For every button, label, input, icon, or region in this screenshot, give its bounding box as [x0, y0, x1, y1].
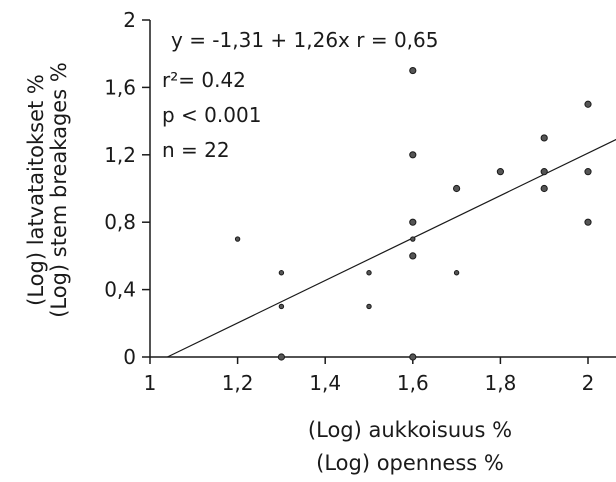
data-point	[409, 252, 417, 260]
data-point	[453, 270, 460, 276]
data-point	[540, 184, 548, 193]
data-point	[366, 303, 372, 310]
axes	[149, 20, 616, 358]
annotation-equation: y = -1,31 + 1,26x r = 0,65	[171, 28, 438, 52]
x-axis-title-line-1: (Log) aukkoisuus %	[308, 418, 512, 442]
data-point	[409, 353, 417, 361]
data-point	[278, 303, 285, 310]
data-point	[540, 134, 548, 142]
y-axis-title-line-1: (Log) latvataitokset %	[24, 74, 48, 306]
data-point	[453, 184, 461, 193]
data-point	[540, 168, 548, 176]
data-point	[584, 168, 592, 176]
y-tick-label: 0,4	[104, 278, 136, 302]
data-point	[410, 236, 416, 242]
y-tick-label: 2	[123, 8, 136, 32]
x-tick-label: 1,4	[309, 371, 341, 395]
y-tick-label: 0,8	[104, 210, 136, 234]
y-axis-title-line-2: (Log) stem breakages %	[47, 62, 71, 318]
x-tick-label: 1,8	[484, 371, 516, 395]
annotation-n: n = 22	[162, 138, 230, 162]
regression-line	[167, 138, 616, 358]
data-point	[496, 168, 504, 176]
x-tick-label: 1,2	[222, 371, 254, 395]
y-tick-label: 1,6	[104, 75, 136, 99]
data-point	[409, 151, 417, 159]
x-tick-label: 1	[144, 371, 157, 395]
data-point	[278, 270, 285, 276]
axis-ticks: 0 0,4 0,8 1,2 1,6 2 1 1,2 1,4 1,6 1,8 2	[104, 8, 594, 395]
x-axis-title-line-2: (Log) openness %	[316, 451, 504, 475]
y-tick-label: 1,2	[104, 143, 136, 167]
data-point	[584, 100, 592, 108]
annotation-r-squared: r²= 0.42	[162, 68, 246, 92]
data-point	[277, 353, 285, 361]
data-point	[366, 270, 372, 276]
data-point	[234, 236, 241, 242]
data-point	[584, 218, 592, 226]
annotation-p-value: p < 0.001	[162, 103, 261, 127]
data-point	[409, 66, 417, 75]
data-point	[409, 218, 417, 226]
x-axis-title: (Log) aukkoisuus % (Log) openness %	[308, 418, 512, 475]
x-tick-label: 1,6	[397, 371, 429, 395]
y-axis-title: (Log) latvataitokset % (Log) stem breaka…	[24, 62, 71, 318]
x-tick-label: 2	[582, 371, 595, 395]
y-tick-label: 0	[123, 345, 136, 369]
data-points	[234, 66, 592, 361]
regression-annotation: y = -1,31 + 1,26x r = 0,65 r²= 0.42 p < …	[162, 28, 438, 162]
